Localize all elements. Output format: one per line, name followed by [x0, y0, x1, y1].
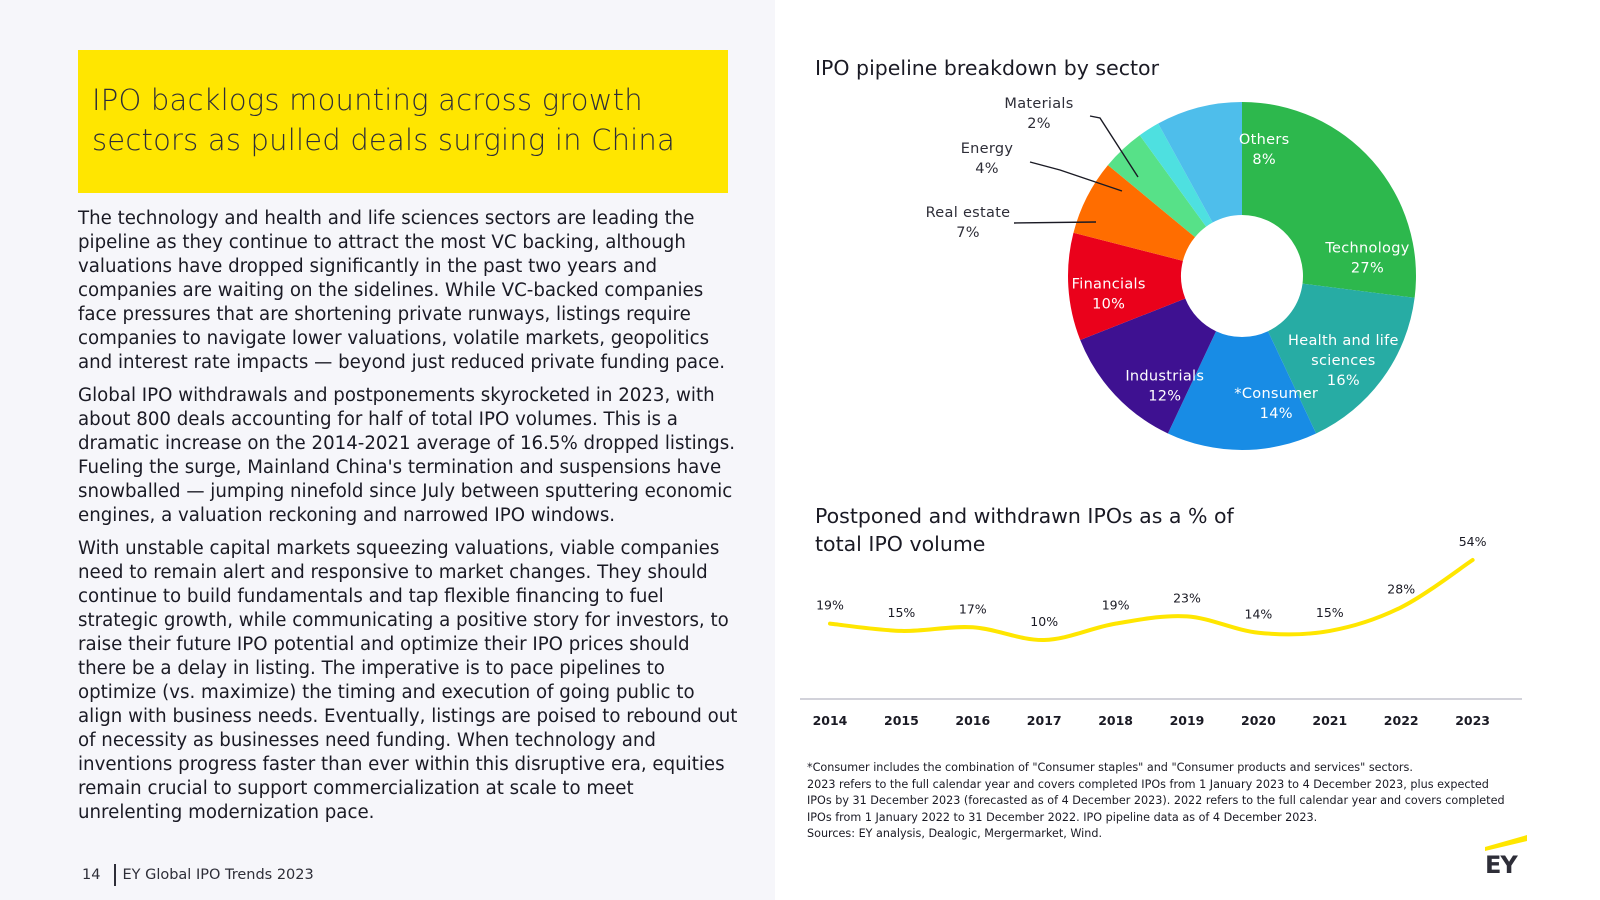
- footnotes: *Consumer includes the combination of "C…: [807, 760, 1507, 843]
- slice-consumer: [1167, 331, 1317, 450]
- data-label-2016: 17%: [959, 601, 987, 616]
- leader-line-real-estate: [1013, 221, 1097, 224]
- report-name: EY Global IPO Trends 2023: [122, 867, 314, 883]
- slice-value-health-and-life-sciences: 16%: [1327, 373, 1360, 389]
- paragraph-3: With unstable capital markets squeezing …: [78, 538, 738, 823]
- x-tick-2018: 2018: [1098, 713, 1133, 728]
- slice-financials: [1068, 232, 1186, 341]
- footnote-consumer: *Consumer includes the combination of "C…: [807, 761, 1413, 774]
- footnote-period: 2023 refers to the full calendar year an…: [807, 777, 1505, 824]
- slice-value-technology: 27%: [1351, 260, 1384, 276]
- slice-label-health-and-life-sciences-1: sciences: [1311, 353, 1376, 369]
- x-tick-2017: 2017: [1027, 713, 1062, 728]
- x-tick-2023: 2023: [1455, 713, 1490, 728]
- slice-label-consumer: *Consumer: [1234, 386, 1318, 402]
- slice-value-energy: 4%: [975, 161, 999, 177]
- ey-logo: EY: [1485, 835, 1527, 883]
- data-label-2018: 19%: [1102, 598, 1130, 613]
- x-tick-2014: 2014: [813, 713, 848, 728]
- slice-real-estate: [1073, 165, 1195, 261]
- slice-label-real-estate: Real estate: [926, 205, 1011, 221]
- paragraph-1: The technology and health and life scien…: [78, 208, 726, 373]
- slice-value-others: 8%: [1252, 152, 1276, 168]
- footer-divider: [114, 864, 117, 886]
- pie-chart-title: IPO pipeline breakdown by sector: [815, 56, 1160, 80]
- x-tick-2022: 2022: [1384, 713, 1419, 728]
- data-label-2015: 15%: [888, 605, 916, 620]
- data-label-2023: 54%: [1459, 534, 1487, 549]
- paragraph-2: Global IPO withdrawals and postponements…: [78, 385, 735, 526]
- series-line: [828, 558, 1475, 643]
- leader-line-energy: [1029, 161, 1123, 192]
- ey-beam-icon: [1485, 835, 1527, 851]
- slice-label-financials: Financials: [1072, 277, 1146, 293]
- slice-energy: [1107, 135, 1207, 238]
- slice-label-energy: Energy: [961, 141, 1014, 157]
- slice-value-consumer: 14%: [1260, 406, 1293, 422]
- page-footer: 14 EY Global IPO Trends 2023: [82, 864, 314, 886]
- footnote-sources: Sources: EY analysis, Dealogic, Mergerma…: [807, 827, 1103, 840]
- slice-value-industrials: 12%: [1148, 388, 1181, 404]
- data-label-2014: 19%: [816, 598, 844, 613]
- x-tick-2021: 2021: [1312, 713, 1347, 728]
- withdrawn-ipo-line-chart: 19% 2014 15% 2015 17% 2016 10% 2017 19% 2018 23% 20…: [800, 534, 1522, 728]
- x-tick-2016: 2016: [955, 713, 990, 728]
- headline: IPO backlogs mounting across growth sect…: [92, 83, 675, 157]
- line-chart-title: Postponed and withdrawn IPOs as a % of t…: [815, 504, 1234, 556]
- slice-label-materials: Materials: [1004, 96, 1073, 112]
- x-tick-2020: 2020: [1241, 713, 1276, 728]
- slice-value-financials: 10%: [1092, 297, 1125, 313]
- slice-technology: [1242, 102, 1416, 298]
- x-tick-2015: 2015: [884, 713, 919, 728]
- data-label-2022: 28%: [1387, 581, 1415, 596]
- slice-industrials: [1080, 298, 1217, 434]
- body-text: The technology and health and life scien…: [78, 207, 738, 834]
- slice-value-materials: 2%: [1027, 116, 1051, 132]
- data-label-2021: 15%: [1316, 605, 1344, 620]
- data-label-2017: 10%: [1030, 614, 1058, 629]
- sector-donut-chart: Technology 27% Health and life sciences 16% *…: [926, 96, 1416, 450]
- slice-materials: [1139, 123, 1213, 227]
- slice-label-industrials: Industrials: [1125, 368, 1204, 384]
- slice-value-real-estate: 7%: [956, 225, 980, 241]
- data-label-2019: 23%: [1173, 590, 1201, 605]
- page-number: 14: [82, 867, 101, 883]
- leader-line-materials: [1089, 115, 1139, 178]
- slice-label-technology: Technology: [1324, 240, 1409, 256]
- headline-box: IPO backlogs mounting across growth sect…: [78, 50, 728, 193]
- ey-wordmark: EY: [1485, 851, 1518, 879]
- x-tick-2019: 2019: [1170, 713, 1205, 728]
- slice-health-and-life-sciences: [1267, 283, 1415, 434]
- slice-label-others: Others: [1239, 132, 1290, 148]
- data-label-2020: 14%: [1245, 607, 1273, 622]
- slice-others: [1158, 102, 1242, 223]
- slice-label-health-and-life-sciences: Health and life: [1288, 333, 1399, 349]
